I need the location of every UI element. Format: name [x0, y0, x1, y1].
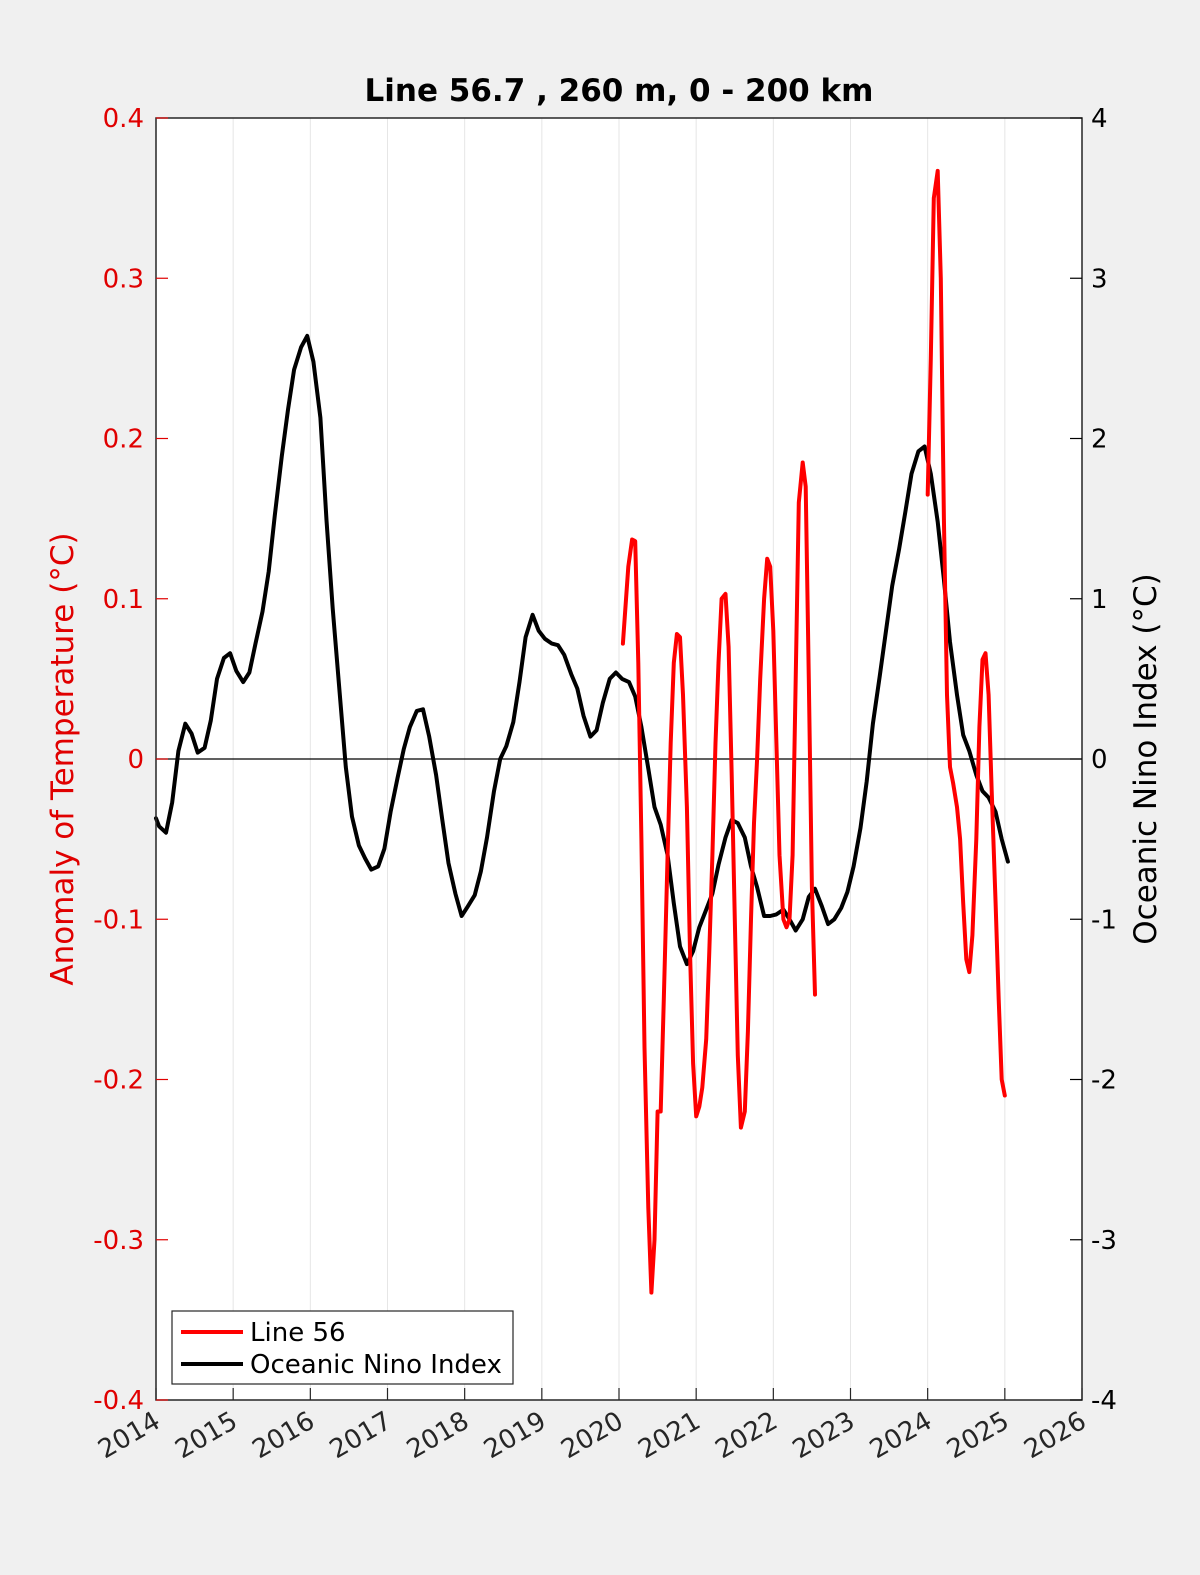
- y-right-tick-label: 0: [1091, 745, 1108, 775]
- legend: Line 56 Oceanic Nino Index: [171, 1310, 514, 1385]
- y-left-tick-label: -0.3: [93, 1226, 144, 1256]
- legend-box: [171, 1310, 514, 1385]
- y-left-tick-label: -0.1: [93, 905, 144, 935]
- y-axis-label-right: Oceanic Nino Index (°C): [1128, 573, 1164, 944]
- y-right-tick-label: 3: [1091, 264, 1108, 294]
- y-right-tick-label: 1: [1091, 585, 1108, 615]
- y-left-tick-label: 0.3: [103, 264, 144, 294]
- y-right-tick-label: 2: [1091, 425, 1108, 455]
- y-left-tick-label: 0.1: [103, 585, 144, 615]
- legend-label-line56: Line 56: [250, 1318, 346, 1348]
- y-axis-label-left: Anomaly of Temperature (°C): [45, 532, 81, 985]
- y-left-tick-label: 0: [127, 745, 144, 775]
- tick-marks: [155, 117, 1083, 1401]
- legend-label-oni: Oceanic Nino Index: [250, 1350, 502, 1380]
- y-right-tick-label: -3: [1091, 1226, 1117, 1256]
- series-line-oni: [154, 333, 1010, 967]
- series-line-line56: [620, 460, 817, 1295]
- y-left-tick-label: -0.2: [93, 1066, 144, 1096]
- y-left-tick-label: -0.4: [93, 1386, 144, 1416]
- y-right-tick-label: 4: [1091, 104, 1108, 134]
- series-line-line56: [925, 168, 1007, 1098]
- y-right-tick-label: -2: [1091, 1066, 1117, 1096]
- chart-title: Line 56.7 , 260 m, 0 - 200 km: [365, 73, 874, 109]
- y-right-tick-label: -4: [1091, 1386, 1117, 1416]
- y-left-tick-label: 0.4: [103, 104, 144, 134]
- y-right-tick-label: -1: [1091, 905, 1117, 935]
- series-group: [154, 168, 1010, 1295]
- y-left-tick-label: 0.2: [103, 425, 144, 455]
